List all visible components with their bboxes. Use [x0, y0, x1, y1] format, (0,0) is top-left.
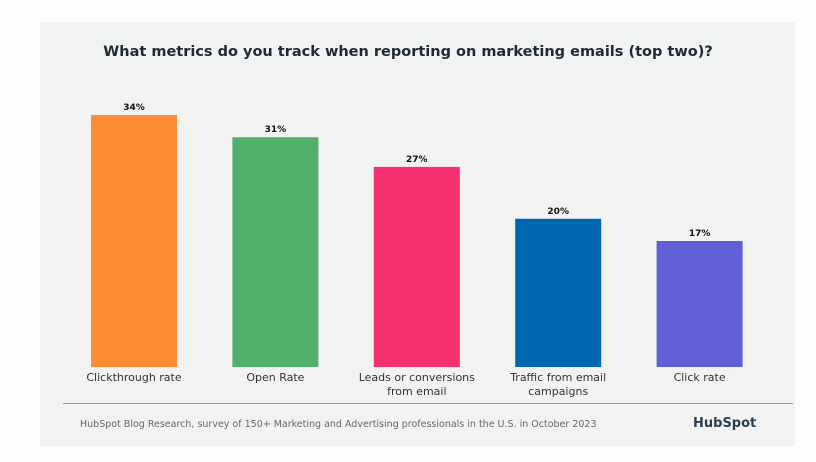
footer-divider — [63, 403, 793, 404]
bar-4 — [515, 218, 602, 367]
category-label: Open Rate — [246, 371, 305, 384]
data-label: 31% — [265, 125, 287, 135]
category-label: Click rate — [673, 371, 726, 384]
bar-1 — [91, 115, 177, 367]
bar-3 — [373, 166, 460, 367]
data-label: 34% — [123, 103, 145, 113]
category-label: Clickthrough rate — [86, 371, 182, 384]
hubspot-logo: HubSpot — [693, 416, 757, 431]
source-note: HubSpot Blog Research, survey of 150+ Ma… — [80, 419, 597, 430]
data-label: 20% — [547, 207, 569, 217]
category-label: Leads or conversions from email — [358, 371, 475, 398]
bar-5 — [656, 241, 743, 367]
data-label: 27% — [406, 155, 428, 165]
data-label: 17% — [689, 229, 711, 239]
category-label: Traffic from email campaigns — [510, 371, 607, 398]
bar-2 — [232, 137, 319, 367]
chart-title: What metrics do you track when reporting… — [103, 44, 713, 60]
